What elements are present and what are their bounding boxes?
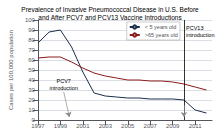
- svg-text:90: 90: [28, 27, 35, 33]
- svg-text:70: 70: [28, 47, 35, 53]
- svg-text:30: 30: [28, 87, 35, 93]
- svg-text:1999: 1999: [54, 123, 68, 129]
- svg-text:20: 20: [28, 97, 35, 103]
- svg-text:0: 0: [31, 117, 35, 123]
- svg-text:2009: 2009: [166, 123, 180, 129]
- svg-text:80: 80: [28, 37, 35, 43]
- svg-text:PCV13: PCV13: [186, 25, 203, 31]
- svg-text:2005: 2005: [121, 123, 135, 129]
- svg-text:introduction: introduction: [50, 85, 78, 91]
- svg-text:50: 50: [28, 67, 35, 73]
- svg-text:and After PCV7 and PCV13 Vacci: and After PCV7 and PCV13 Vaccine Introdu…: [38, 14, 182, 21]
- svg-text:2011: 2011: [189, 123, 203, 129]
- svg-text:Prevalence of Invasive Pneumoc: Prevalence of Invasive Pneumococcal Dise…: [21, 6, 199, 13]
- svg-text:PCV7: PCV7: [57, 78, 71, 84]
- svg-text:10: 10: [28, 107, 35, 113]
- svg-text:60: 60: [28, 57, 35, 63]
- svg-text:100: 100: [25, 17, 36, 23]
- svg-text:40: 40: [28, 77, 35, 83]
- svg-text:2001: 2001: [76, 123, 90, 129]
- svg-text:introduction: introduction: [186, 32, 214, 38]
- svg-text:2007: 2007: [144, 123, 158, 129]
- svg-text:2003: 2003: [99, 123, 113, 129]
- svg-text:>65 years old: >65 years old: [145, 32, 178, 38]
- svg-text:< 5 years old: < 5 years old: [145, 24, 177, 30]
- svg-text:Cases per 100,000 population: Cases per 100,000 population: [8, 30, 14, 110]
- svg-text:1997: 1997: [31, 123, 45, 129]
